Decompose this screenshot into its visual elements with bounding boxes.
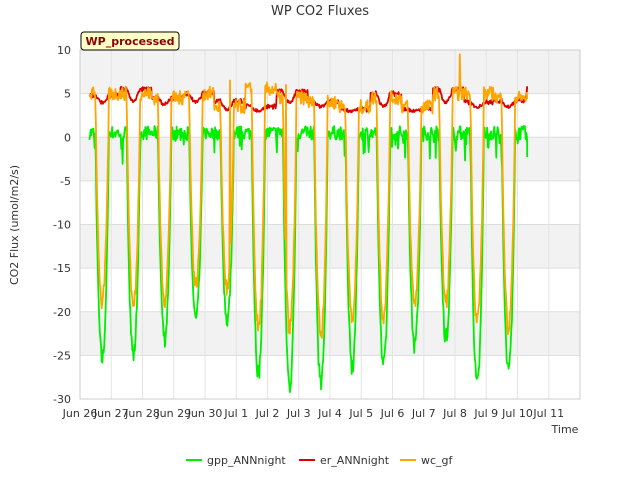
series-line-gpp-annnight — [88, 125, 529, 394]
legend-item: wc_gf — [400, 454, 454, 467]
x-tick-label: Jun 27 — [93, 407, 129, 420]
x-tick-label: Jul 3 — [286, 407, 311, 420]
processed-badge: WP_processed — [80, 31, 180, 51]
y-axis-label: CO2 Flux (umol/m2/s) — [8, 165, 21, 285]
y-tick-label: -10 — [53, 219, 71, 232]
x-tick-label: Jun 26 — [62, 407, 98, 420]
legend: gpp_ANNnight er_ANNnight wc_gf — [186, 454, 454, 467]
x-tick-label: Jul 1 — [223, 407, 248, 420]
y-tick-label: 5 — [64, 88, 71, 101]
legend-item: gpp_ANNnight — [186, 454, 286, 467]
y-tick-labels: 10 5 0 -5 -10 -15 -20 -25 -30 — [53, 44, 71, 406]
y-tick-label: -15 — [53, 262, 71, 275]
x-tick-label: Jul 7 — [411, 407, 436, 420]
series-line-wc-gf — [88, 53, 529, 339]
x-axis-label: Time — [551, 423, 579, 436]
x-tick-label: Jul 11 — [532, 407, 564, 420]
x-tick-label: Jun 30 — [187, 407, 223, 420]
grid-lines — [79, 49, 580, 400]
legend-item: er_ANNnight — [299, 454, 390, 467]
chart-title: WP CO2 Fluxes — [271, 4, 369, 19]
x-tick-label: Jul 4 — [317, 407, 342, 420]
x-tick-label: Jul 10 — [501, 407, 533, 420]
legend-label: wc_gf — [421, 454, 454, 467]
badge-box — [80, 31, 180, 51]
x-tick-label: Jul 6 — [380, 407, 405, 420]
legend-label: er_ANNnight — [320, 454, 390, 467]
legend-label: gpp_ANNnight — [207, 454, 286, 467]
series-layer — [88, 53, 529, 394]
y-tick-label: 10 — [57, 44, 71, 57]
y-tick-label: -30 — [53, 393, 71, 406]
x-tick-label: Jul 9 — [473, 407, 498, 420]
y-tick-label: -20 — [53, 306, 71, 319]
x-tick-label: Jul 8 — [442, 407, 467, 420]
x-tick-label: Jul 2 — [255, 407, 280, 420]
plot-frame — [79, 49, 581, 400]
y-tick-label: 0 — [64, 131, 71, 144]
y-tick-label: -5 — [60, 175, 71, 188]
x-tick-label: Jul 5 — [348, 407, 373, 420]
x-tick-label: Jun 28 — [124, 407, 160, 420]
y-tick-label: -25 — [53, 349, 71, 362]
x-tick-label: Jun 29 — [155, 407, 191, 420]
badge-text: WP_processed — [86, 35, 175, 48]
